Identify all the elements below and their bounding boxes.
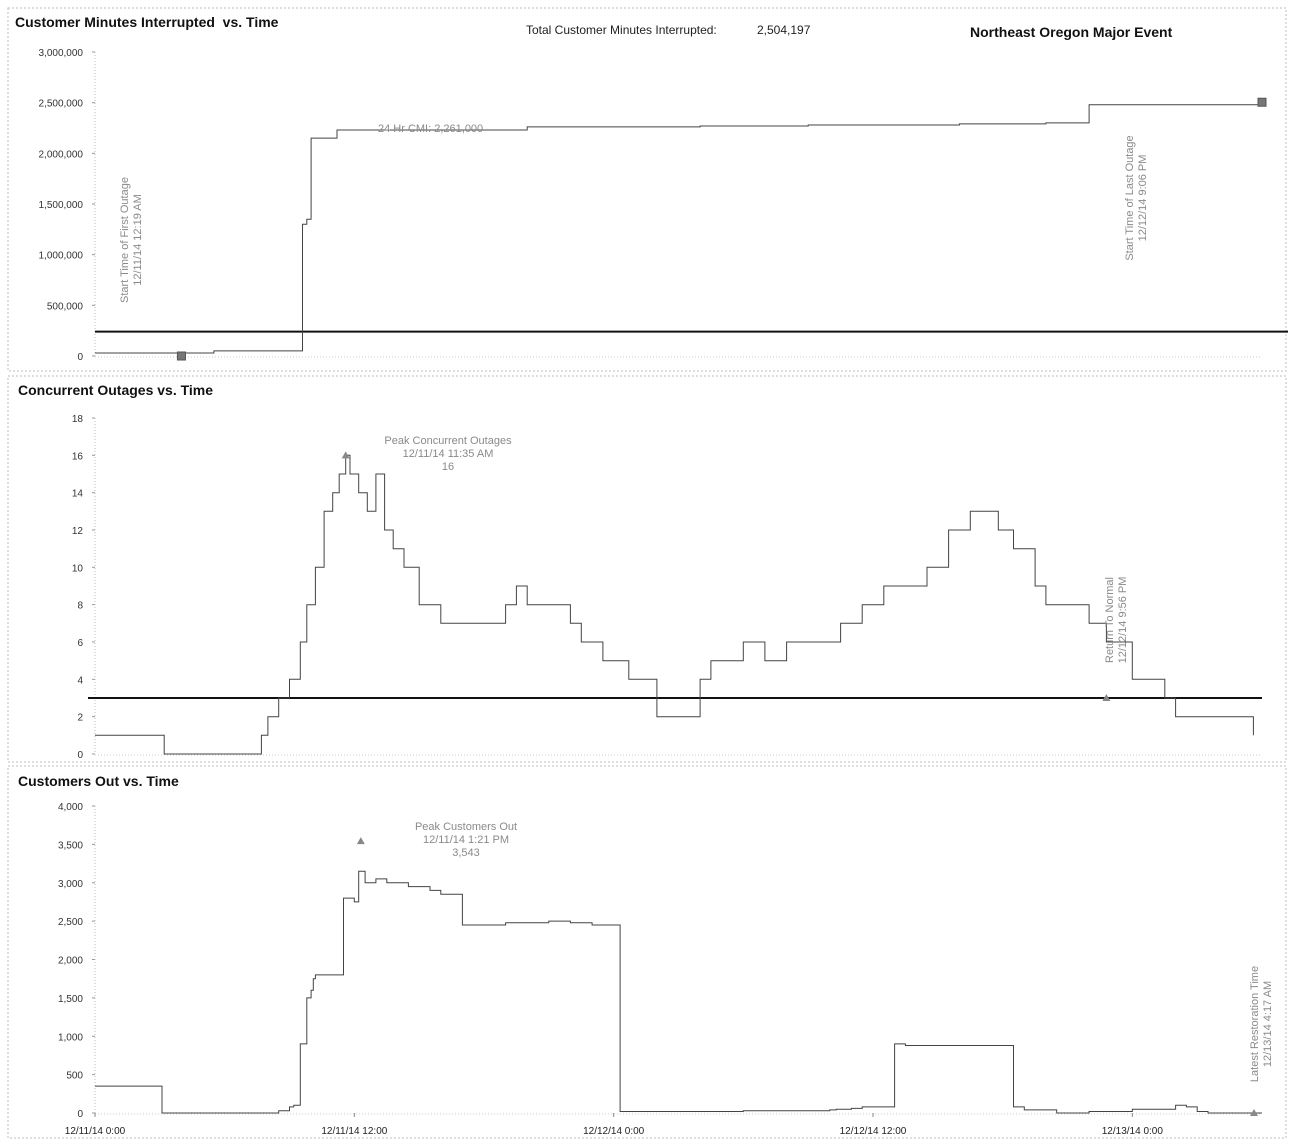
y-tick-label: 3,000 (58, 879, 83, 890)
y-tick-label: 2,500,000 (39, 99, 84, 110)
annotation-marker (1102, 694, 1111, 701)
annotation-marker (1250, 1109, 1258, 1116)
y-tick-label: 1,000 (58, 1032, 83, 1043)
annotation-line: 12/11/14 1:21 PM (423, 834, 509, 846)
y-tick-label: 3,000,000 (39, 48, 84, 59)
y-tick-label: 16 (72, 451, 84, 462)
chart-customers-title: Customers Out vs. Time (18, 773, 179, 789)
annotation-marker (341, 451, 350, 459)
y-tick-label: 1,500,000 (39, 200, 84, 211)
annotation-line: 12/13/14 4:17 AM (1262, 981, 1274, 1067)
x-tick-label: 12/12/14 12:00 (840, 1126, 907, 1137)
annotation-line: Start Time of First Outage (119, 177, 131, 303)
y-tick-label: 14 (72, 489, 84, 500)
chart-cmi-title: Customer Minutes Interrupted vs. Time (15, 14, 279, 30)
annotation-line: Start Time of Last Outage (1124, 135, 1136, 260)
annotation-line: Return To Normal (1104, 577, 1116, 663)
annotation-line: Peak Concurrent Outages (384, 435, 512, 447)
annotation-marker (356, 837, 365, 845)
annotation-label: Peak Customers Out 12/11/14 1:21 PM 3,543 (415, 821, 517, 859)
y-tick-label: 500,000 (47, 301, 84, 312)
y-tick-label: 10 (72, 563, 84, 574)
y-tick-label: 6 (77, 638, 83, 649)
y-tick-label: 2,000 (58, 956, 83, 967)
event-title: Northeast Oregon Major Event (970, 24, 1173, 40)
annotation-label: Latest Restoration Time12/13/14 4:17 AM (1249, 966, 1274, 1082)
y-tick-label: 0 (77, 750, 83, 761)
y-tick-label: 18 (72, 414, 84, 425)
annotation-marker (176, 351, 186, 361)
panel-customers-frame (7, 765, 1287, 1139)
series-line (95, 870, 1262, 1114)
annotation-label: 24 Hr CMI: 2,261,000 (378, 123, 483, 135)
y-tick-label: 4,000 (58, 802, 83, 813)
annotation-label: Return To Normal12/12/14 9:56 PM (1104, 577, 1129, 664)
panel-outages-frame (7, 375, 1287, 763)
annotation-line: 24 Hr CMI: 2,261,000 (378, 123, 483, 135)
annotation-line: 12/12/14 9:56 PM (1117, 577, 1129, 664)
series-line (95, 454, 1254, 755)
annotation-label: Peak Concurrent Outages 12/11/14 11:35 AM… (384, 435, 512, 473)
annotation-line: 12/12/14 9:06 PM (1137, 155, 1149, 242)
annotation-line: Latest Restoration Time (1249, 966, 1261, 1082)
y-tick-label: 2 (77, 713, 83, 724)
annotation-label: Start Time of First Outage12/11/14 12:19… (119, 177, 144, 303)
annotation-marker (1257, 97, 1267, 107)
annotation-line: 12/11/14 11:35 AM (403, 448, 494, 460)
chart-outages-title: Concurrent Outages vs. Time (18, 382, 213, 398)
y-tick-label: 3,500 (58, 840, 83, 851)
chart-customers-out: 0 500 1,000 1,500 2,000 2,500 3,000 3,500 4,000 1… (58, 802, 1274, 1137)
y-tick-label: 2,500 (58, 917, 83, 928)
y-tick-label: 0 (77, 1109, 83, 1120)
total-cmi-value: 2,504,197 (757, 23, 811, 37)
annotation-line: Peak Customers Out (415, 821, 517, 833)
panel-cmi-frame (7, 7, 1287, 372)
series-line (95, 102, 1263, 354)
y-tick-label: 12 (72, 526, 84, 537)
chart-cmi: 0 500,000 1,000,000 1,500,000 2,000,000 2,500… (39, 48, 1288, 363)
y-tick-label: 0 (77, 352, 83, 363)
panel-frames (7, 7, 1287, 1139)
y-tick-label: 1,500 (58, 994, 83, 1005)
x-tick-label: 12/12/14 0:00 (583, 1126, 645, 1137)
x-tick-label: 12/11/14 0:00 (65, 1126, 126, 1137)
x-tick-label: 12/11/14 12:00 (321, 1126, 387, 1137)
annotation-line: 12/11/14 12:19 AM (132, 194, 144, 286)
y-tick-label: 500 (66, 1071, 83, 1082)
annotation-line: 3,543 (452, 847, 480, 859)
y-tick-label: 8 (77, 601, 83, 612)
y-tick-label: 2,000,000 (39, 149, 84, 160)
annotation-label: Start Time of Last Outage12/12/14 9:06 P… (1124, 135, 1149, 260)
y-tick-label: 1,000,000 (39, 251, 84, 262)
annotation-line: 16 (442, 461, 454, 473)
total-cmi-label: Total Customer Minutes Interrupted: (526, 23, 717, 37)
y-tick-label: 4 (77, 675, 83, 686)
x-tick-label: 12/13/14 0:00 (1102, 1126, 1164, 1137)
